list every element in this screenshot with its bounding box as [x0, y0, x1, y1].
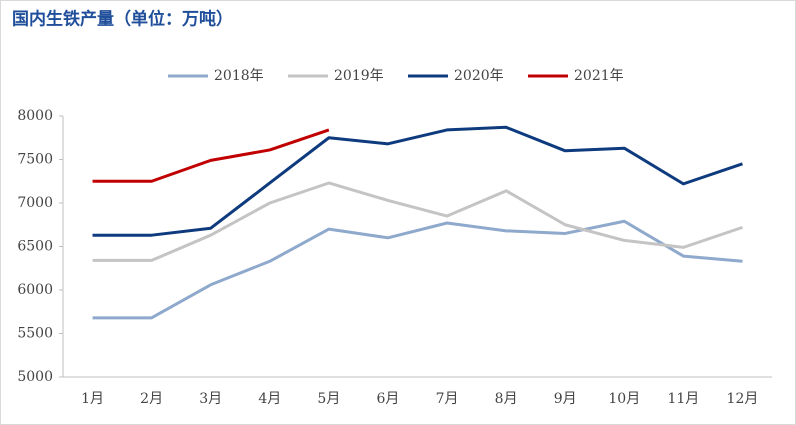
y-tick-label: 5500 [17, 326, 53, 342]
y-tick-label: 7500 [17, 152, 53, 168]
series-line [92, 181, 743, 262]
x-tick-label: 10月 [608, 391, 640, 407]
x-tick-label: 7月 [436, 391, 459, 407]
x-tick-label: 11月 [667, 391, 699, 407]
chart-title: 国内生铁产量（单位：万吨） [12, 9, 233, 30]
y-tick-label: 6500 [17, 239, 53, 255]
x-tick-label: 5月 [317, 391, 340, 407]
x-tick-label: 6月 [376, 391, 399, 407]
x-tick-label: 2月 [140, 391, 163, 407]
x-tick-label: 12月 [727, 391, 759, 407]
legend-label: 2019年 [334, 68, 384, 84]
y-tick-label: 7000 [17, 195, 53, 211]
x-tick-label: 4月 [258, 391, 281, 407]
y-tick-label: 8000 [17, 108, 53, 124]
legend-label: 2021年 [574, 68, 624, 84]
x-tick-label: 1月 [81, 391, 104, 407]
y-tick-label: 5000 [17, 369, 53, 385]
series-line [92, 125, 743, 237]
series-line [92, 128, 330, 183]
series-line [92, 219, 743, 320]
x-tick-label: 9月 [554, 391, 577, 407]
legend-label: 2020年 [454, 68, 504, 84]
x-tick-label: 3月 [199, 391, 222, 407]
y-tick-label: 6000 [17, 282, 53, 298]
x-tick-label: 8月 [495, 391, 518, 407]
legend-label: 2018年 [214, 68, 264, 84]
